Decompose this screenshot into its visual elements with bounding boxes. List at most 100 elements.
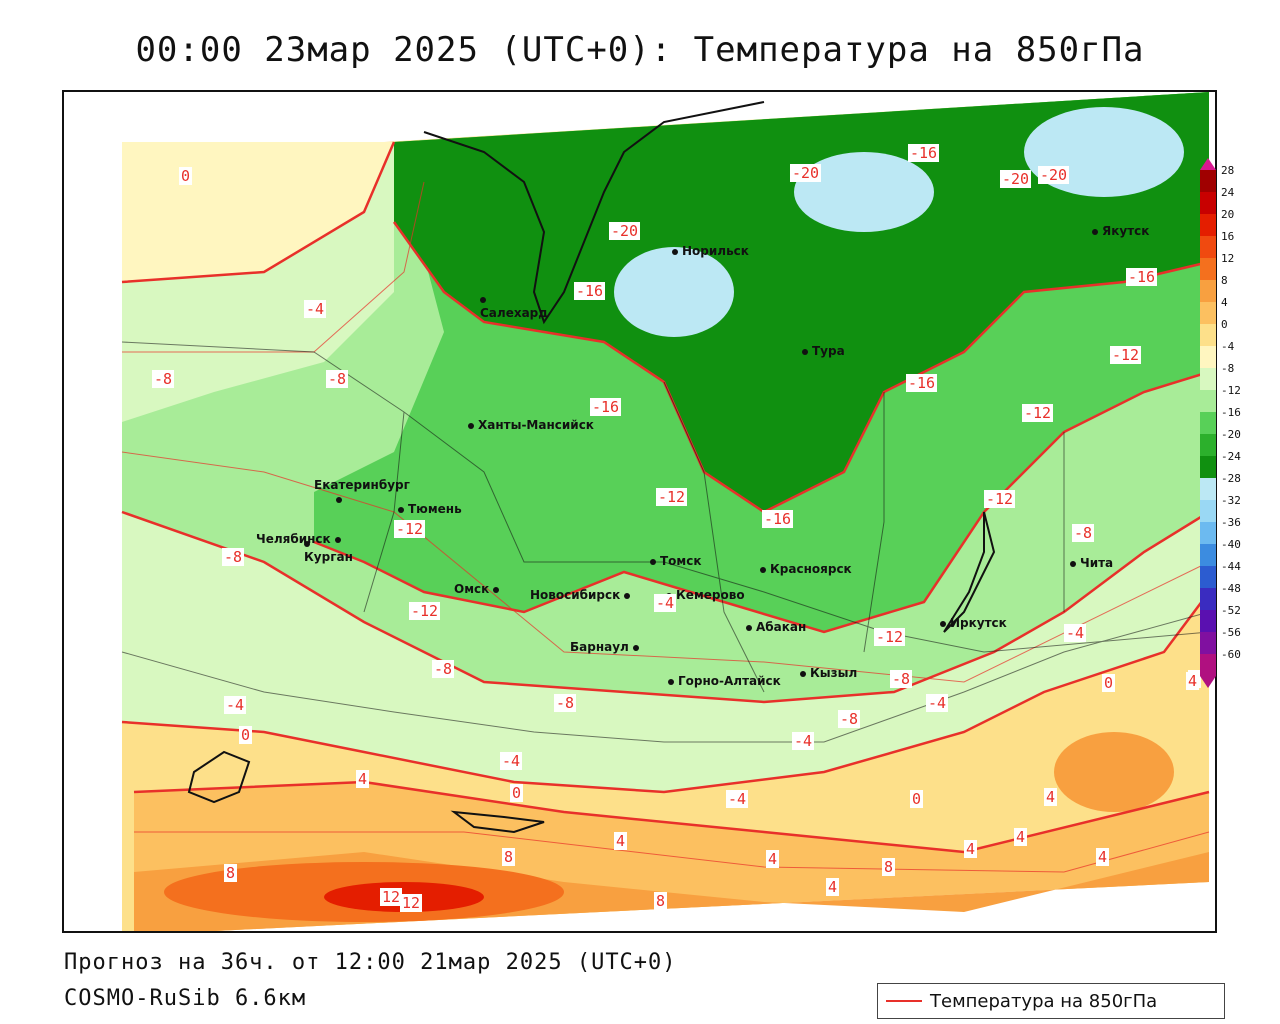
isotherm-label: -16 — [590, 398, 622, 416]
map-area[interactable]: Норильск Якутск Салехард Тура Ханты-Манс… — [62, 90, 1217, 933]
colorbar-tick-label: -56 — [1221, 626, 1241, 639]
isotherm-label: 4 — [1096, 848, 1110, 866]
colorbar-segment — [1200, 654, 1216, 676]
city-krasnoyarsk: Красноярск — [760, 562, 852, 576]
city-label: Иркутск — [950, 616, 1007, 630]
isotherm-label: 4 — [1186, 672, 1200, 690]
isotherm-label: -16 — [762, 510, 794, 528]
isotherm-label: 0 — [510, 784, 524, 802]
colorbar-tick-label: -52 — [1221, 604, 1241, 617]
colorbar-segment — [1200, 522, 1216, 544]
isotherm-label: -12 — [1022, 404, 1054, 422]
isotherm-label: 4 — [1044, 788, 1058, 806]
colorbar-segment — [1200, 412, 1216, 434]
city-label: Абакан — [756, 620, 807, 634]
city-barnaul: Барнаул — [570, 640, 643, 654]
isotherm-label: 4 — [1014, 828, 1028, 846]
colorbar-segment — [1200, 192, 1216, 214]
colorbar-segment — [1200, 214, 1216, 236]
isotherm-label: -8 — [152, 370, 175, 388]
colorbar-segments — [1200, 170, 1216, 676]
city-abakan: Абакан — [746, 620, 806, 634]
city-norilsk: Норильск — [672, 244, 749, 258]
model-info: COSMO-RuSib 6.6км — [64, 986, 307, 1011]
city-marker-icon — [624, 592, 631, 599]
city-label: Чита — [1080, 556, 1114, 570]
isotherm-label: 8 — [224, 864, 238, 882]
city-marker-icon — [468, 422, 474, 429]
isotherm-label: -16 — [1126, 268, 1158, 286]
colorbar-segment — [1200, 346, 1216, 368]
city-label: Норильск — [682, 244, 749, 258]
isotherm-label: 0 — [179, 167, 193, 185]
city-marker-icon — [746, 624, 752, 631]
city-chelyabinsk: Челябинск — [256, 532, 345, 546]
city-marker-icon — [940, 620, 946, 627]
colorbar-tick-label: 0 — [1221, 318, 1228, 331]
colorbar-segment — [1200, 500, 1216, 522]
colorbar-tick-label: 28 — [1221, 164, 1235, 177]
isotherm-label: -12 — [874, 628, 906, 646]
isotherm-label: -4 — [304, 300, 327, 318]
isotherm-label: 4 — [356, 770, 370, 788]
isotherm-label: -4 — [224, 696, 247, 714]
city-label: Салехард — [480, 306, 548, 320]
city-label: Якутск — [1102, 224, 1150, 238]
city-marker-icon — [800, 670, 806, 677]
colorbar-tick-label: 4 — [1221, 296, 1228, 309]
isotherm-label: -12 — [409, 602, 441, 620]
colorbar-segment — [1200, 368, 1216, 390]
colorbar-tick-label: 8 — [1221, 274, 1228, 287]
colorbar-segment — [1200, 566, 1216, 588]
colorbar-segment — [1200, 390, 1216, 412]
city-omsk: Омск — [454, 582, 503, 596]
colorbar-tick-label: -8 — [1221, 362, 1235, 375]
isotherm-label: 4 — [766, 850, 780, 868]
colorbar-segment — [1200, 632, 1216, 654]
city-marker-icon — [336, 496, 342, 503]
city-tura: Тура — [802, 344, 845, 358]
isotherm-label: 0 — [1102, 674, 1116, 692]
legend: Температура на 850гПа — [877, 983, 1225, 1019]
isotherm-label: -12 — [984, 490, 1016, 508]
city-label: Красноярск — [770, 562, 852, 576]
city-label: Кызыл — [810, 666, 858, 680]
isotherm-label: -20 — [1000, 170, 1032, 188]
city-marker-icon — [668, 678, 674, 685]
colorbar-tick-label: -12 — [1221, 384, 1241, 397]
colorbar-tick-label: 24 — [1221, 186, 1235, 199]
city-label: Томск — [660, 554, 702, 568]
legend-label: Температура на 850гПа — [930, 990, 1158, 1012]
colorbar-segment — [1200, 434, 1216, 456]
city-khanty-mansiysk: Ханты-Мансийск — [468, 418, 594, 432]
temperature-field — [121, 92, 1210, 931]
city-label: Курган — [304, 550, 353, 564]
isotherm-label: -16 — [908, 144, 940, 162]
isotherm-label: -20 — [1038, 166, 1070, 184]
city-marker-icon — [650, 558, 656, 565]
isotherm-label: -8 — [432, 660, 455, 678]
city-salekhard: Салехард — [480, 292, 548, 320]
city-label: Барнаул — [570, 640, 629, 654]
colorbar-tick-label: 12 — [1221, 252, 1235, 265]
isotherm-label: -20 — [609, 222, 641, 240]
colorbar-segment — [1200, 456, 1216, 478]
city-marker-icon — [632, 644, 639, 651]
colorbar-segment — [1200, 236, 1216, 258]
isotherm-label: 4 — [614, 832, 628, 850]
colorbar-segment — [1200, 478, 1216, 500]
colorbar-tick-label: -24 — [1221, 450, 1241, 463]
isotherm-label: -4 — [726, 790, 749, 808]
city-label: Новосибирск — [530, 588, 621, 602]
isotherm-label: -8 — [554, 694, 577, 712]
colorbar-tick-label: -28 — [1221, 472, 1241, 485]
colorbar-tick-label: -44 — [1221, 560, 1241, 573]
city-tyumen: Тюмень — [398, 502, 462, 516]
isotherm-label: -12 — [656, 488, 688, 506]
isotherm-label: 0 — [910, 790, 924, 808]
colorbar-tick-label: -16 — [1221, 406, 1241, 419]
colorbar-segment — [1200, 588, 1216, 610]
city-kurgan: Курган — [304, 536, 353, 564]
colorbar-tick-label: -60 — [1221, 648, 1241, 661]
city-marker-icon — [398, 506, 404, 513]
